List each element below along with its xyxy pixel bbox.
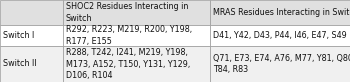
Text: Switch I: Switch I — [3, 31, 34, 40]
Text: MRAS Residues Interacting in Switch: MRAS Residues Interacting in Switch — [213, 8, 350, 17]
Text: Switch II: Switch II — [3, 60, 36, 68]
Text: Q71, E73, E74, A76, M77, Y81, Q80,
T84, R83: Q71, E73, E74, A76, M77, Y81, Q80, T84, … — [213, 54, 350, 74]
Bar — [0, 0, 63, 25]
Bar — [0, 25, 63, 46]
Text: D41, Y42, D43, P44, I46, E47, S49: D41, Y42, D43, P44, I46, E47, S49 — [213, 31, 347, 40]
Bar — [210, 25, 350, 46]
Text: SHOC2 Residues Interacting in
Switch: SHOC2 Residues Interacting in Switch — [66, 2, 188, 23]
Bar — [63, 46, 210, 82]
Bar — [0, 46, 63, 82]
Text: R288, T242, I241, M219, Y198,
M173, A152, T150, Y131, Y129,
D106, R104: R288, T242, I241, M219, Y198, M173, A152… — [66, 48, 190, 80]
Bar — [63, 0, 210, 25]
Text: R292, R223, M219, R200, Y198,
R177, E155: R292, R223, M219, R200, Y198, R177, E155 — [66, 25, 192, 46]
Bar — [210, 46, 350, 82]
Bar — [210, 0, 350, 25]
Bar — [63, 25, 210, 46]
